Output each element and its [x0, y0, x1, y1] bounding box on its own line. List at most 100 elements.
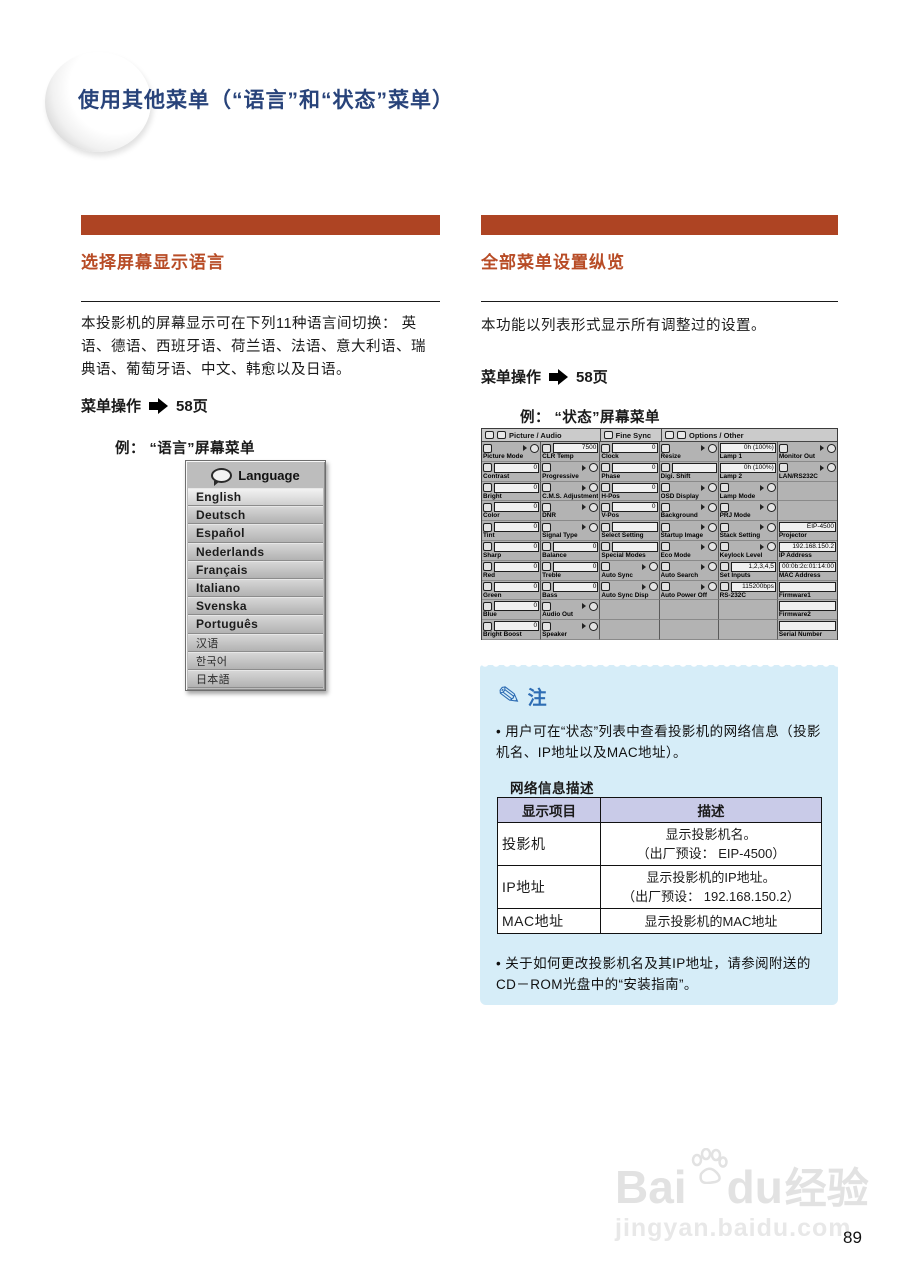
setting-icon: [483, 562, 492, 572]
status-cell: Monitor Out: [777, 442, 837, 462]
setting-label: Resize: [660, 453, 681, 460]
baidu-watermark: Bai du 经验 jingyan.baidu.com: [615, 1148, 895, 1243]
setting-label: Set Inputs: [719, 571, 751, 579]
setting-icon: [542, 601, 552, 611]
status-cell: 0 Blue: [482, 600, 542, 621]
setting-icon: [542, 582, 552, 592]
arrow-icon: [582, 524, 587, 531]
setting-icon: [660, 463, 670, 473]
setting-label: Audio Out: [542, 611, 574, 619]
status-cell: 0 Balance: [541, 540, 601, 561]
setting-value: 0h (100%): [719, 443, 776, 453]
status-cell: Startup Image: [659, 521, 719, 541]
language-menu-header: Language: [188, 463, 323, 488]
setting-value: [612, 541, 658, 552]
status-cell: Serial Number: [777, 620, 837, 640]
arrow-icon: [641, 583, 646, 590]
setting-icon: [660, 502, 670, 512]
setting-icon: [542, 621, 552, 631]
table-row: IP地址 显示投影机的IP地址。 （出厂预设： 192.168.150.2）: [497, 865, 822, 909]
setting-value: 0: [612, 502, 658, 513]
setting-icon: [542, 443, 552, 453]
setting-label: Green: [483, 591, 502, 599]
setting-label: Treble: [542, 571, 561, 579]
setting-label: Bass: [542, 591, 558, 599]
setting-icon: [707, 443, 717, 453]
arrow-icon: [582, 504, 587, 511]
setting-label: Bright: [483, 492, 502, 500]
status-cell: 0 Clock: [600, 442, 660, 462]
language-option: Nederlands: [188, 542, 323, 561]
setting-icon: [648, 562, 658, 572]
page-number: 89: [843, 1228, 862, 1247]
setting-label: Lamp 1: [719, 453, 743, 460]
language-menu-title: Language: [238, 468, 300, 483]
setting-value: 0: [494, 621, 540, 632]
left-section-heading: 选择屏幕显示语言: [81, 253, 225, 272]
status-cell: Firmware1: [777, 581, 837, 601]
decorative-sphere-logo: [45, 52, 151, 152]
status-cell: 0 Bright Boost: [482, 620, 542, 640]
right-section-body: 本功能以列表形式显示所有调整过的设置。: [481, 318, 766, 334]
options2-icon: [677, 431, 686, 439]
setting-value: 0: [612, 482, 658, 493]
status-menu-header: Picture / Audio Fine Sync Options / Other: [482, 429, 837, 442]
status-cell: Resize: [659, 442, 719, 462]
description-cell: 显示投影机的IP地址。 （出厂预设： 192.168.150.2）: [600, 865, 822, 909]
setting-value: 0: [553, 541, 599, 552]
speech-bubble-icon: [211, 468, 233, 486]
setting-icon: [542, 522, 552, 532]
status-cell: 115200bps RS-232C: [718, 580, 778, 601]
setting-label: DNR: [542, 512, 557, 520]
language-option: Italiano: [188, 578, 323, 598]
setting-label: Background: [660, 512, 698, 520]
setting-icon: [542, 542, 552, 552]
status-cell: [659, 600, 719, 621]
setting-value: 00:0b:2c:01:14:00: [778, 561, 836, 572]
status-cell: [718, 600, 778, 621]
note-box: ✎ 注 • 用户可在“状态”列表中查看投影机的网络信息（投影机名、IP地址以及M…: [480, 663, 838, 1005]
setting-icon: [707, 542, 717, 552]
status-cell: 0 V-Pos: [600, 501, 660, 522]
page-title: 使用其他菜单（“语言”和“状态”菜单）: [78, 89, 454, 112]
arrow-icon: [820, 445, 824, 451]
left-section-body: 本投影机的屏幕显示可在下列11种语言间切换： 英语、德语、西班牙语、荷兰语、法语…: [81, 316, 426, 378]
status-header-group: Options / Other: [662, 429, 837, 441]
status-header-group: Picture / Audio: [482, 429, 601, 441]
options-icon: [665, 431, 674, 439]
audio-icon: [497, 431, 506, 439]
setting-value: 0: [612, 462, 658, 473]
setting-icon: [542, 483, 552, 493]
watermark-brand-right: du: [726, 1161, 783, 1213]
fine-sync-icon: [603, 431, 613, 439]
setting-icon: [483, 542, 492, 552]
menu-operation-page-ref: 58页: [176, 398, 208, 415]
setting-icon: [601, 483, 611, 493]
status-cell: Select Setting: [600, 521, 660, 541]
note-bullet-1: • 用户可在“状态”列表中查看投影机的网络信息（投影机名、IP地址以及MAC地址…: [496, 724, 821, 760]
status-cell: [718, 620, 778, 640]
setting-label: CLR Temp: [542, 453, 574, 460]
status-cell: [600, 620, 660, 640]
language-option: Svenska: [188, 597, 323, 616]
setting-label: Eco Mode: [660, 551, 691, 559]
status-cell: [777, 482, 837, 502]
right-arrow-icon: [549, 368, 569, 385]
status-cell: 192.168.150.2 IP Address: [777, 541, 837, 561]
status-cell: 0 Green: [482, 580, 542, 601]
status-cell: Auto Power Off: [659, 580, 719, 601]
bullet-dot: •: [496, 724, 506, 739]
arrow-icon: [700, 445, 705, 451]
setting-icon: [827, 463, 836, 473]
picture-icon: [485, 431, 494, 439]
setting-value: 1,2,3,4,5: [730, 561, 776, 572]
arrow-icon: [582, 484, 587, 491]
setting-label: V-Pos: [601, 512, 620, 520]
status-cell: [600, 600, 660, 621]
table-header-row: 显示项目 描述: [497, 797, 822, 823]
left-example-label: 例： “语言”屏幕菜单: [115, 441, 256, 457]
menu-operation-label: 菜单操作: [81, 398, 142, 415]
setting-value: EIP-4500: [778, 522, 836, 533]
setting-icon: [719, 502, 729, 512]
setting-icon: [601, 582, 611, 592]
